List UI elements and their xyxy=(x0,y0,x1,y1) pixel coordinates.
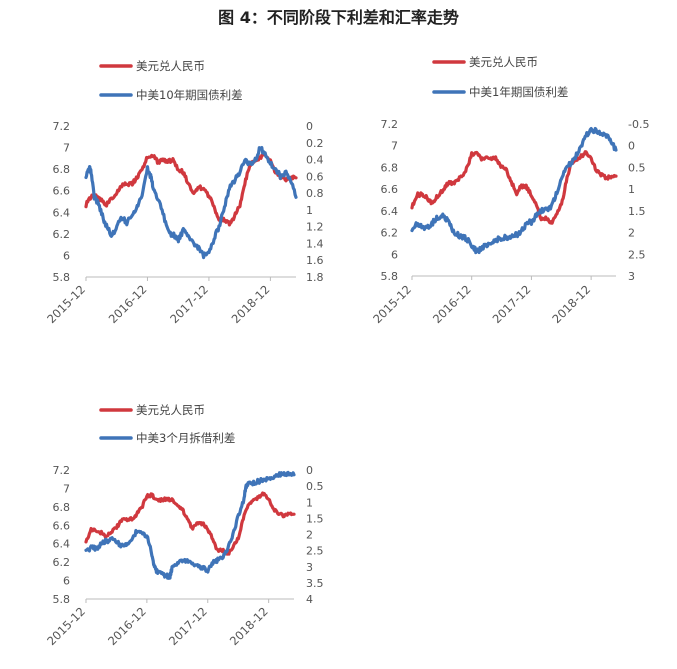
series-line-usdcny xyxy=(84,491,296,556)
legend-label: 中美3个月拆借利差 xyxy=(136,431,235,445)
left-tick-label: 6.4 xyxy=(381,205,399,218)
x-tick-label: 2018-12 xyxy=(227,604,271,648)
right-tick-label: 3.5 xyxy=(306,577,324,590)
right-tick-label: 1.8 xyxy=(306,271,324,284)
left-tick-label: 7.2 xyxy=(381,118,399,131)
series-line-usdcny xyxy=(84,153,298,227)
left-tick-label: 6.8 xyxy=(53,163,71,176)
left-tick-label: 7 xyxy=(63,482,70,495)
legend-label: 美元兑人民币 xyxy=(469,55,538,69)
right-tick-label: 0.8 xyxy=(306,187,324,200)
x-tick-label: 2017-12 xyxy=(167,282,211,326)
left-tick-label: 5.8 xyxy=(381,270,399,283)
x-tick-label: 2018-12 xyxy=(549,282,593,326)
series-line-spread xyxy=(84,146,298,260)
x-tick-label: 2017-12 xyxy=(166,604,210,648)
left-tick-label: 7.2 xyxy=(53,464,71,477)
right-tick-label: 2 xyxy=(306,529,313,542)
left-tick-label: 7 xyxy=(63,142,70,155)
x-tick-label: 2016-12 xyxy=(430,282,474,326)
right-tick-label: 1.2 xyxy=(306,221,324,234)
right-tick-label: 1.6 xyxy=(306,254,324,267)
right-tick-label: 3 xyxy=(628,270,635,283)
right-tick-label: 4 xyxy=(306,593,313,606)
x-tick-label: 2017-12 xyxy=(490,282,534,326)
right-tick-label: 0 xyxy=(306,120,313,133)
series-line-usdcny xyxy=(410,150,618,225)
left-tick-label: 6.6 xyxy=(381,183,399,196)
left-tick-label: 6.8 xyxy=(381,161,399,174)
left-tick-label: 6.6 xyxy=(53,519,71,532)
left-tick-label: 6 xyxy=(63,575,70,588)
right-tick-label: 1.5 xyxy=(628,205,646,218)
right-tick-label: 1.5 xyxy=(306,512,324,525)
left-tick-label: 6.4 xyxy=(53,206,71,219)
left-tick-label: 6.6 xyxy=(53,185,71,198)
x-tick-label: 2018-12 xyxy=(229,282,273,326)
x-tick-label: 2015-12 xyxy=(370,282,414,326)
left-tick-label: 6.8 xyxy=(53,501,71,514)
right-tick-label: 0.5 xyxy=(306,480,324,493)
right-tick-label: 0 xyxy=(306,464,313,477)
chart-3: 7.2 7 6.8 6.6 6.4 6.2 6 5.8 0 0.5 1 1.5 2 2.5 3 3.5 4 201… xyxy=(44,403,323,648)
chart-2: 7.2 7 6.8 6.6 6.4 6.2 6 5.8 -0.5 0 0.5 1 1.5 2 2.5 3 201… xyxy=(370,55,649,326)
left-tick-label: 7.2 xyxy=(53,120,71,133)
left-tick-label: 6 xyxy=(63,249,70,262)
right-tick-label: 0.4 xyxy=(306,154,324,167)
right-tick-label: 0.5 xyxy=(628,161,646,174)
chart-1: 7.2 7 6.8 6.6 6.4 6.2 6 5.8 0 0.2 0.4 0.6 0.8 1 1.2 1.4… xyxy=(44,59,323,326)
left-tick-label: 5.8 xyxy=(53,593,71,606)
legend-label: 美元兑人民币 xyxy=(136,59,205,73)
left-tick-label: 6.2 xyxy=(53,228,71,241)
x-tick-label: 2015-12 xyxy=(44,604,88,648)
legend-label: 中美1年期国债利差 xyxy=(469,85,568,99)
legend-label: 美元兑人民币 xyxy=(136,403,205,417)
right-tick-label: -0.5 xyxy=(628,118,649,131)
right-tick-label: 3 xyxy=(306,561,313,574)
x-tick-label: 2016-12 xyxy=(106,282,150,326)
right-tick-label: 0 xyxy=(628,140,635,153)
right-tick-label: 0.2 xyxy=(306,137,324,150)
right-tick-label: 2.5 xyxy=(306,545,324,558)
right-tick-label: 2.5 xyxy=(628,248,646,261)
x-tick-label: 2016-12 xyxy=(105,604,149,648)
left-tick-label: 5.8 xyxy=(53,271,71,284)
left-tick-label: 6.4 xyxy=(53,538,71,551)
right-tick-label: 1 xyxy=(306,496,313,509)
left-tick-label: 6.2 xyxy=(381,227,399,240)
right-tick-label: 1 xyxy=(628,183,635,196)
left-tick-label: 6 xyxy=(391,248,398,261)
right-tick-label: 0.6 xyxy=(306,170,324,183)
page-title: 图 4：不同阶段下利差和汇率走势 xyxy=(218,8,459,27)
right-tick-label: 1.4 xyxy=(306,237,324,250)
legend-label: 中美10年期国债利差 xyxy=(136,88,243,102)
left-tick-label: 7 xyxy=(391,140,398,153)
right-tick-label: 2 xyxy=(628,227,635,240)
series-line-spread xyxy=(410,126,618,255)
series-line-spread xyxy=(84,470,296,580)
x-tick-label: 2015-12 xyxy=(44,282,88,326)
right-tick-label: 1 xyxy=(306,204,313,217)
left-tick-label: 6.2 xyxy=(53,556,71,569)
